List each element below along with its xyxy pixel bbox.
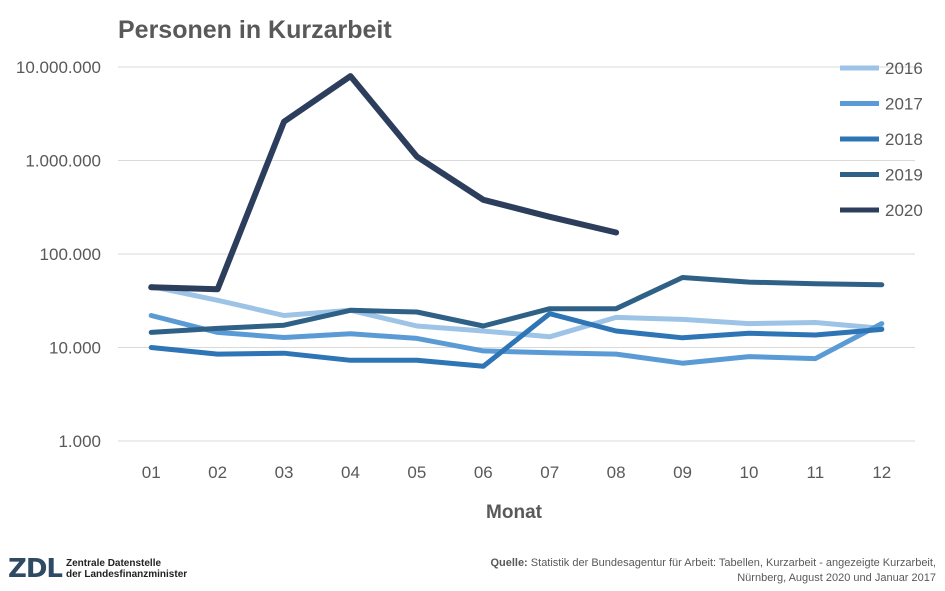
chart-title: Personen in Kurzarbeit xyxy=(118,16,392,44)
series-lines xyxy=(148,73,885,369)
y-tick-label: 1.000.000 xyxy=(25,152,101,171)
legend-label-2017: 2017 xyxy=(885,95,923,114)
legend-label-2019: 2019 xyxy=(885,166,923,185)
x-axis-ticks: 01 02 03 04 05 06 07 08 09 10 11 12 xyxy=(142,463,892,482)
x-tick-label: 05 xyxy=(407,463,426,482)
gridlines xyxy=(118,66,915,442)
x-tick-label: 12 xyxy=(872,463,891,482)
x-axis-label: Monat xyxy=(486,502,543,523)
series-line-2016 xyxy=(148,283,885,340)
series-line-2018 xyxy=(148,311,885,369)
series-line-2017 xyxy=(148,313,885,366)
zdl-logo: ZDL Zentrale Datenstelle der Landesfinan… xyxy=(8,556,187,582)
x-tick-label: 06 xyxy=(474,463,493,482)
x-tick-label: 02 xyxy=(208,463,227,482)
x-tick-label: 04 xyxy=(341,463,360,482)
x-tick-label: 07 xyxy=(540,463,559,482)
y-tick-label: 10.000.000 xyxy=(16,58,101,77)
x-tick-label: 08 xyxy=(607,463,626,482)
x-tick-label: 09 xyxy=(673,463,692,482)
y-axis-ticks: 1.000 10.000 100.000 1.000.000 10.000.000 xyxy=(16,58,101,451)
legend: 2016 2017 2018 2019 2020 xyxy=(840,59,923,220)
series-line-2020 xyxy=(148,73,620,293)
source-label: Quelle: xyxy=(490,557,528,569)
x-tick-label: 11 xyxy=(807,463,825,482)
x-tick-label: 01 xyxy=(142,463,161,482)
y-tick-label: 1.000 xyxy=(58,432,101,451)
source-line-1: Statistik der Bundesagentur für Arbeit: … xyxy=(530,557,936,569)
legend-label-2016: 2016 xyxy=(885,59,923,78)
legend-label-2020: 2020 xyxy=(885,201,923,220)
logo-mark: ZDL xyxy=(8,554,63,584)
logo-line-1: Zentrale Datenstelle xyxy=(66,558,162,569)
x-tick-label: 10 xyxy=(739,463,758,482)
series-line-2019 xyxy=(148,275,885,335)
y-tick-label: 100.000 xyxy=(40,245,101,264)
logo-line-2: der Landesfinanzminister xyxy=(66,569,188,580)
x-tick-label: 03 xyxy=(275,463,294,482)
y-tick-label: 10.000 xyxy=(49,339,101,358)
source-note: Quelle: Statistik der Bundesagentur für … xyxy=(416,556,936,586)
legend-label-2018: 2018 xyxy=(885,130,923,149)
source-line-2: Nürnberg, August 2020 und Januar 2017 xyxy=(737,572,936,584)
logo-text: Zentrale Datenstelle der Landesfinanzmin… xyxy=(66,558,187,580)
